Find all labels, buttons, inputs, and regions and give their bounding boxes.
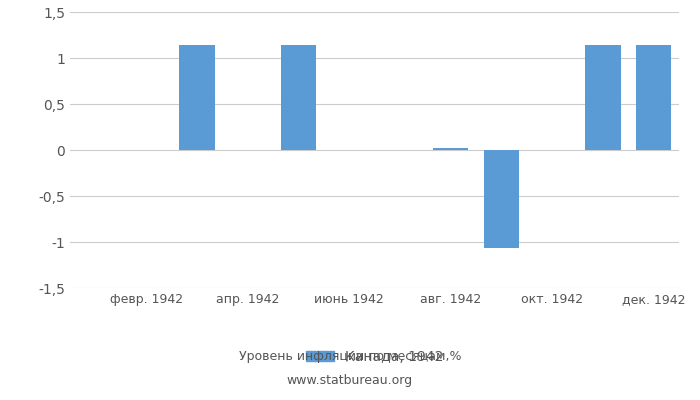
Bar [433, 148, 468, 150]
Bar [179, 45, 215, 150]
Bar [484, 150, 519, 248]
Text: www.statbureau.org: www.statbureau.org [287, 374, 413, 387]
Bar [636, 45, 671, 150]
Bar [585, 45, 621, 150]
Legend: Канада, 1942: Канада, 1942 [300, 344, 449, 369]
Bar [281, 45, 316, 150]
Text: Уровень инфляции по месяцам,%: Уровень инфляции по месяцам,% [239, 350, 461, 363]
